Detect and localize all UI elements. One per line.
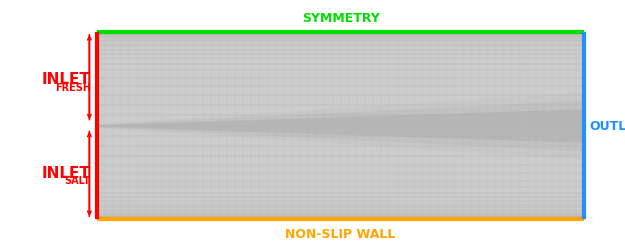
Text: INLET: INLET — [42, 165, 91, 180]
Text: INLET: INLET — [42, 72, 91, 87]
Text: NON-SLIP WALL: NON-SLIP WALL — [286, 227, 396, 240]
Text: SALT: SALT — [64, 176, 91, 186]
Text: FRESH: FRESH — [54, 82, 91, 92]
Bar — [97, 33, 584, 219]
Text: SYMMETRY: SYMMETRY — [302, 12, 379, 25]
Text: OUTLET: OUTLET — [589, 119, 625, 133]
